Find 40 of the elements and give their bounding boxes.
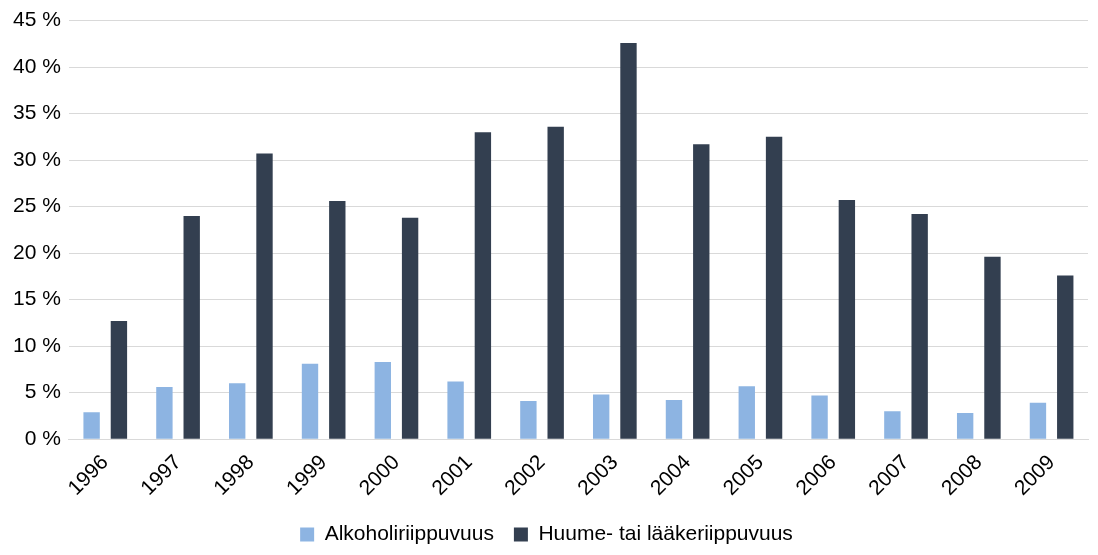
bar [1029,402,1047,439]
bar [83,412,100,439]
bar [665,400,683,439]
bar [474,132,492,439]
bar [229,383,246,439]
bar [110,321,128,439]
y-tick-label: 10 % [12,332,61,356]
bar [547,126,564,439]
bar [984,256,1001,439]
bar [256,153,273,439]
bar [693,144,710,439]
y-tick-label: 20 % [12,239,61,263]
bar [447,381,464,439]
bar [156,387,173,439]
y-tick-label: 40 % [12,53,61,77]
bar [520,401,537,439]
bar [401,217,419,439]
bar [183,215,200,439]
bar [1057,275,1074,439]
bar [765,136,783,439]
bar [592,394,610,439]
y-tick-label: 30 % [12,146,61,170]
y-tick-label: 35 % [12,100,61,124]
bar [374,361,391,439]
y-tick-label: 0 % [24,425,61,449]
bar [956,413,974,439]
bar [811,395,828,439]
bar [911,214,928,439]
bar [301,363,319,439]
y-tick-label: 45 % [12,7,61,31]
y-tick-label: 15 % [12,286,61,310]
bar [620,42,637,439]
y-tick-label: 5 % [24,379,61,403]
y-tick-label: 25 % [12,193,61,217]
bar [838,200,856,439]
bar [738,386,755,439]
legend-label: Huume- tai lääkeriippuvuus [538,521,793,545]
legend-label: Alkoholiriippuvuus [324,521,494,545]
bar [884,411,901,439]
bar [329,201,346,439]
